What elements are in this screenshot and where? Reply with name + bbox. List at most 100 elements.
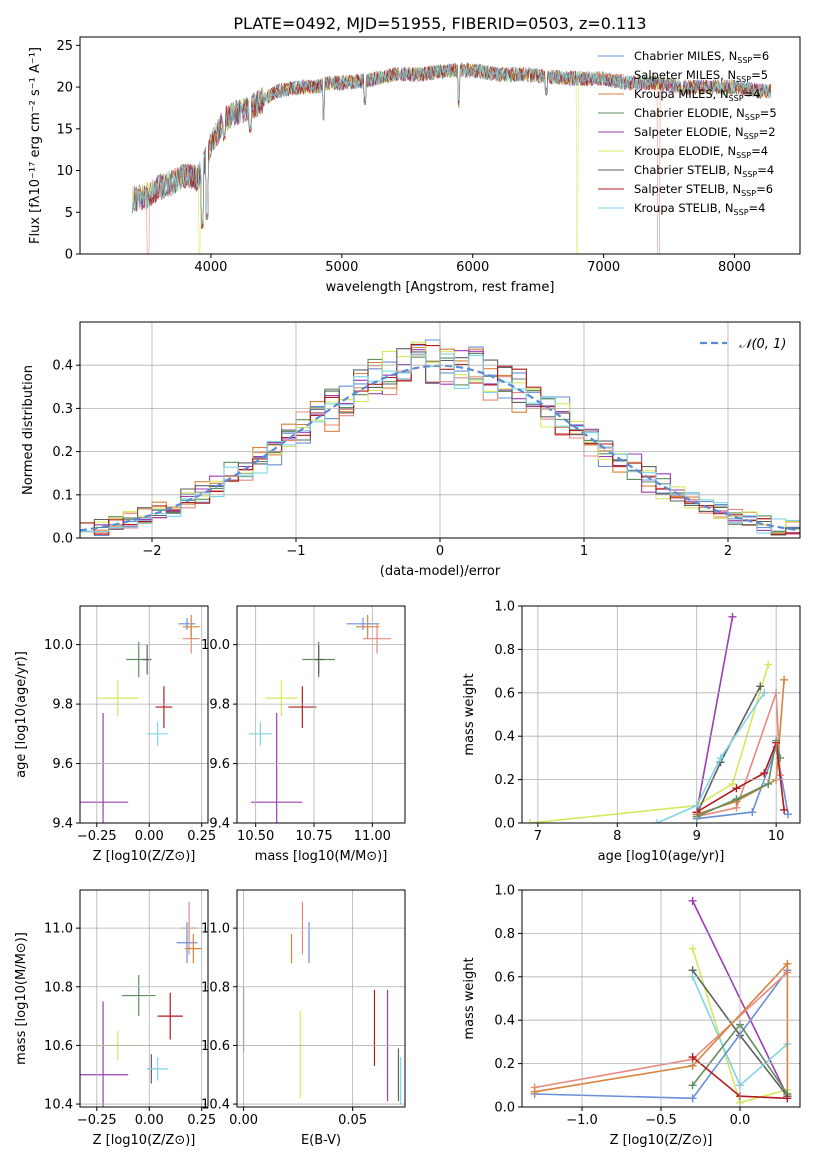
y-tick-label: 0.0 — [494, 1101, 515, 1116]
weight-marker — [688, 1094, 697, 1103]
panel-mass-vs-ebv: 0.00 0.05 10.4 10.6 10.8 11.0 E(B-V) — [201, 889, 406, 1148]
panel-weight-vs-Z: −1.0 −0.5 0.0 0.0 0.2 0.4 0.6 0.8 1.0 Z [log10(Z/… — [462, 884, 801, 1148]
plot-area-spectrum — [132, 62, 772, 254]
y-tick-label: 10.0 — [201, 638, 230, 653]
x-tick-label: 10.50 — [237, 829, 274, 844]
weight-line-salpeter-elodie — [695, 616, 734, 813]
weight-line-kroupa-elodie — [529, 664, 769, 823]
x-tick-label: 0.25 — [187, 829, 216, 844]
y-tick-label: 0.1 — [52, 488, 73, 503]
x-tick-label: 0 — [436, 544, 444, 559]
x-tick-label: 0.00 — [229, 1113, 258, 1128]
weight-marker — [760, 769, 769, 778]
x-tick-label: 6000 — [456, 260, 489, 275]
y-tick-label: 0.2 — [494, 1057, 515, 1072]
weight-marker — [688, 944, 697, 953]
y-tick-label: 1.0 — [494, 600, 515, 615]
weight-marker — [764, 660, 773, 669]
plot-area-weight-vs-Z — [530, 896, 792, 1107]
y-axis-label: mass weight — [462, 673, 477, 755]
y-tick-label: 25 — [56, 39, 73, 54]
weight-marker — [525, 819, 534, 823]
plot-area-weight-vs-age — [525, 612, 793, 823]
y-tick-label: 0.8 — [494, 643, 515, 658]
y-tick-label: 1.0 — [494, 884, 515, 899]
y-tick-label: 10.4 — [201, 1098, 230, 1113]
weight-line-chabrier-stelib — [695, 685, 762, 815]
y-tick-label: 0.2 — [52, 445, 73, 460]
x-tick-label: 9 — [693, 829, 701, 844]
y-tick-label: 15 — [56, 122, 73, 137]
axes-frame — [79, 889, 209, 1108]
y-tick-label: 10.0 — [44, 638, 73, 653]
y-axis-label: mass weight — [462, 957, 477, 1039]
weight-marker — [688, 1061, 697, 1070]
axes-frame — [236, 605, 406, 824]
x-tick-label: −0.25 — [77, 829, 117, 844]
figure-title: PLATE=0492, MJD=51955, FIBERID=0503, z=0… — [233, 14, 646, 33]
x-tick-label: 0.25 — [187, 1113, 216, 1128]
y-tick-label: 0.2 — [494, 773, 515, 788]
weight-marker — [764, 779, 773, 788]
y-axis-label: mass [log10(M/M⊙)] — [14, 932, 29, 1065]
axes-frame — [236, 889, 406, 1108]
y-tick-label: 10.4 — [44, 1098, 73, 1113]
x-tick-label: 1 — [580, 544, 588, 559]
y-tick-label: 10.8 — [44, 980, 73, 995]
y-tick-label: 0.0 — [494, 817, 515, 832]
y-tick-label: 0.4 — [52, 359, 73, 374]
y-tick-label: 10 — [56, 164, 73, 179]
y-tick-label: 0.6 — [494, 686, 515, 701]
x-tick-label: 0.00 — [135, 1113, 164, 1128]
axes-frame — [79, 36, 801, 255]
x-axis-label: wavelength [Angstrom, rest frame] — [326, 280, 555, 295]
legend-entry: Salpeter ELODIE, NSSP=2 — [634, 125, 776, 141]
weight-marker — [783, 1094, 792, 1103]
y-tick-label: 9.8 — [52, 698, 73, 713]
weight-marker — [784, 810, 793, 819]
y-tick-label: 0.4 — [494, 730, 515, 745]
x-axis-label: mass [log10(M/M⊙)] — [255, 849, 388, 864]
legend-entry: Salpeter MILES, NSSP=5 — [634, 68, 768, 84]
y-tick-label: 5 — [65, 206, 73, 221]
panel-age-vs-mass: 10.50 10.75 11.00 9.4 9.6 9.8 10.0 mass [log10(… — [201, 605, 406, 864]
y-tick-label: 0.3 — [52, 402, 73, 417]
plot-area-age-vs-mass — [248, 614, 391, 823]
y-tick-label: 9.4 — [209, 817, 230, 832]
y-tick-label: 9.6 — [52, 757, 73, 772]
weight-marker — [756, 682, 765, 691]
weight-marker — [780, 675, 789, 684]
y-tick-label: 10.6 — [201, 1039, 230, 1054]
weight-marker — [748, 808, 757, 817]
x-tick-label: 10 — [768, 829, 785, 844]
x-axis-label: Z [log10(Z/Z⊙)] — [93, 849, 196, 864]
legend-entry: Kroupa MILES, NSSP=4 — [634, 87, 760, 103]
x-tick-label: 10.75 — [295, 829, 332, 844]
weight-marker — [688, 1053, 697, 1062]
legend-entry: 𝒩(0, 1) — [739, 337, 786, 352]
y-tick-label: 9.8 — [209, 698, 230, 713]
weight-marker — [728, 612, 737, 621]
x-tick-label: −1.0 — [566, 1113, 598, 1128]
x-tick-label: 0.0 — [730, 1113, 751, 1128]
weight-marker — [783, 959, 792, 968]
legend-entry: Chabrier STELIB, NSSP=4 — [634, 163, 774, 179]
x-tick-label: 5000 — [325, 260, 358, 275]
panel-spectrum: 4000 5000 6000 7000 8000 0 5 10 15 20 25 wavelength… — [28, 36, 801, 295]
y-tick-label: 0.0 — [52, 532, 73, 547]
weight-marker — [716, 753, 725, 762]
weight-marker — [530, 1087, 539, 1096]
x-axis-label: age [log10(age/yr)] — [598, 849, 725, 864]
y-axis-label: Flux [fλ10⁻¹⁷ erg cm⁻² s⁻¹ A⁻¹] — [28, 47, 43, 244]
y-axis-label: Normed distribution — [21, 365, 36, 495]
x-tick-label: 7000 — [587, 260, 620, 275]
x-tick-label: 8 — [613, 829, 621, 844]
x-tick-label: −2 — [142, 544, 161, 559]
x-tick-label: 0.05 — [338, 1113, 367, 1128]
y-tick-label: 0.8 — [494, 927, 515, 942]
y-tick-label: 20 — [56, 81, 73, 96]
weight-line-kroupa-stelib — [656, 692, 765, 823]
x-axis-label: Z [log10(Z/Z⊙)] — [93, 1133, 196, 1148]
y-tick-label: 0.4 — [494, 1014, 515, 1029]
